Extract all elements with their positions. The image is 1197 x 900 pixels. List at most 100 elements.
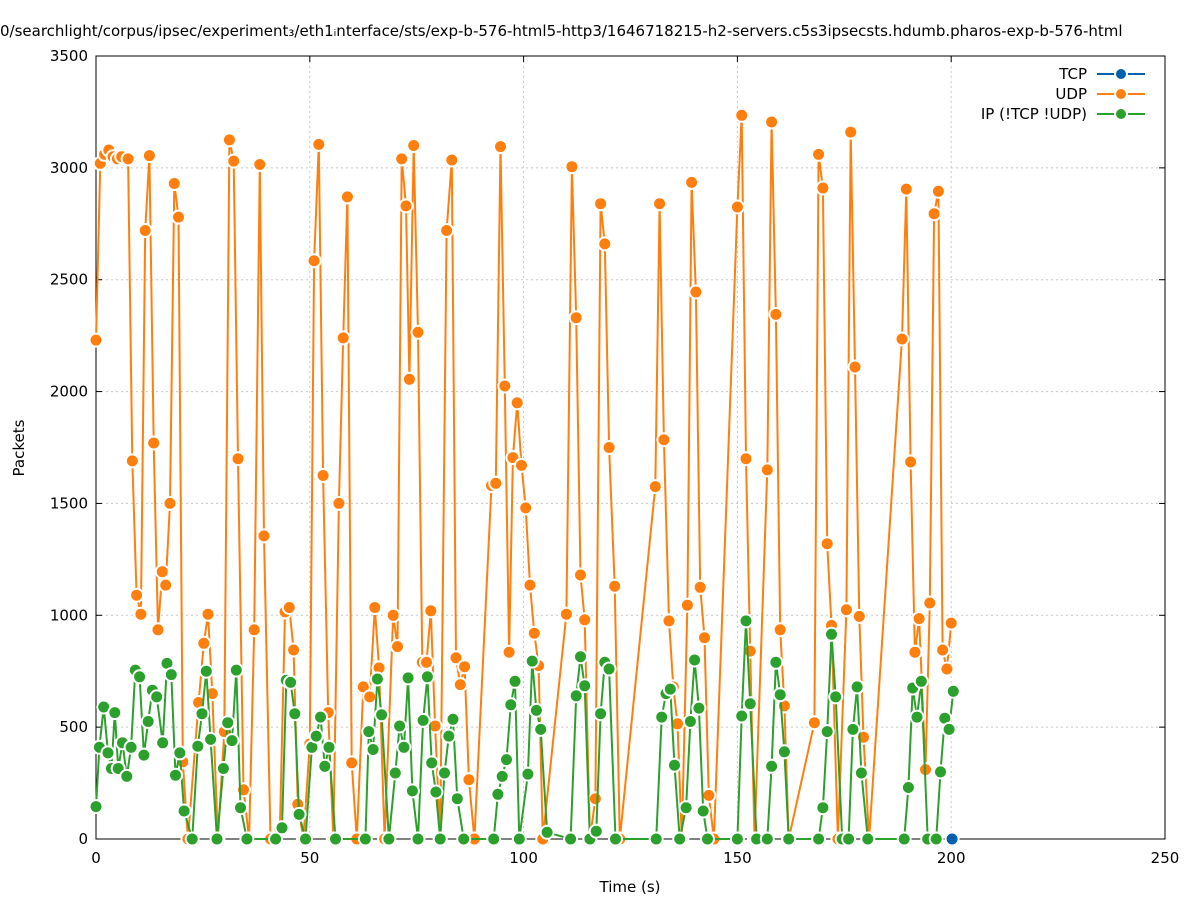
x-axis-label: Time (s) [599,878,661,896]
chart-title: 0/searchlight/corpus/ipsec/experiment₃/e… [0,22,1123,40]
y-tick-label: 2000 [50,383,88,401]
data-point [894,331,910,347]
data-point [400,670,416,686]
data-point [898,181,914,197]
data-point [845,721,861,737]
grid [96,56,1165,839]
data-point [539,824,555,840]
data-point [776,744,792,760]
data-point [524,653,540,669]
data-point [190,738,206,754]
data-point [361,724,377,740]
data-point [410,831,426,847]
data-point [445,711,461,727]
data-point [419,654,434,670]
data-point [518,500,534,516]
data-point [564,159,580,175]
data-point [811,146,827,162]
data-point [390,639,405,655]
data-point [729,199,745,215]
data-point [593,196,609,212]
data-point [943,615,959,631]
data-point [933,764,948,780]
data-point [432,831,448,847]
data-point [593,706,609,722]
data-point [88,332,104,348]
data-point [507,673,523,689]
data-point [381,831,397,847]
data-point [287,706,303,722]
data-point [311,136,327,152]
data-point [678,800,694,816]
data-point [819,724,835,740]
x-tick-label: 0 [91,849,101,867]
data-point [335,330,351,346]
data-point [896,831,912,847]
data-point [385,607,401,623]
data-point [398,198,414,214]
x-tick-label: 150 [723,849,752,867]
y-tick-label: 1500 [50,494,88,512]
data-point [281,600,297,615]
data-point [806,715,822,731]
data-point [394,151,410,167]
y-axis: 0 500 1000 1500 2000 2500 3000 3500 [50,47,1165,848]
data-point [528,702,544,718]
data-point [654,709,670,725]
data-point [401,371,417,387]
data-point [667,757,682,773]
data-point [941,721,957,737]
data-point [328,831,343,847]
data-point [533,721,549,737]
data-point [428,784,444,800]
data-point [647,479,663,495]
data-point [123,739,139,755]
data-point [419,669,435,685]
data-point [520,766,536,782]
data-point [828,689,844,705]
data-point [365,742,381,757]
data-point [944,831,960,847]
y-tick-label: 2500 [50,271,88,289]
data-point [461,772,477,788]
data-point [344,755,360,771]
data-point [742,696,758,712]
data-point [679,597,695,613]
data-point [437,765,452,781]
data-point [449,791,465,807]
data-point [900,780,916,795]
data-point [843,124,859,140]
data-point [759,462,775,478]
data-point [166,176,182,191]
data-point [448,650,464,666]
data-point [764,114,780,130]
y-tick-label: 1000 [50,606,88,624]
data-point [291,806,307,822]
data-point [268,831,284,847]
data-point [909,709,925,725]
data-point [317,758,333,774]
legend-marker [1114,107,1128,121]
data-point [688,284,704,300]
series-line [95,619,955,840]
data-point [511,831,527,847]
data-point [815,180,831,196]
legend-entry: UDP [1055,85,1145,103]
data-point [838,602,854,618]
data-point [662,681,678,697]
data-point [444,152,460,168]
data-point [252,157,268,172]
data-point [124,453,140,469]
data-point [357,831,373,847]
data-point [903,454,919,470]
data-point [734,107,750,123]
data-point [661,613,677,629]
data-point [140,714,156,729]
data-point [452,677,468,693]
data-point [558,606,574,622]
data-point [100,745,116,761]
data-point [306,253,322,269]
data-point [607,578,623,594]
data-point [215,761,231,776]
